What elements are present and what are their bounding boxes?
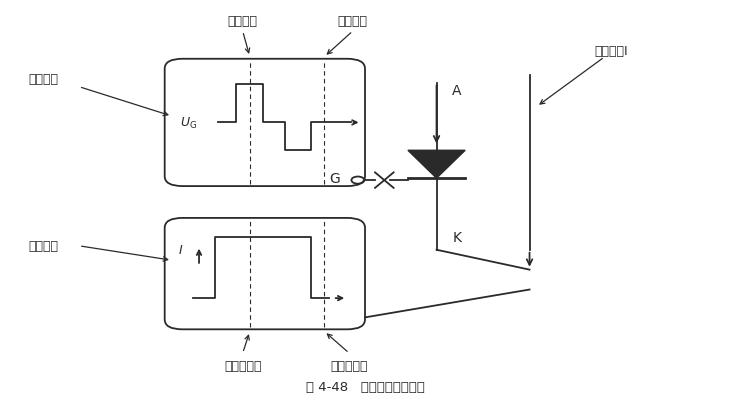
Text: G: G xyxy=(329,172,340,185)
Text: 图 4-48   可关断晶闸管原理: 图 4-48 可关断晶闸管原理 xyxy=(306,380,424,393)
Text: $I$: $I$ xyxy=(177,243,183,256)
Text: 导通电流: 导通电流 xyxy=(28,240,58,253)
Text: 导通电流I: 导通电流I xyxy=(594,45,628,58)
Text: K: K xyxy=(453,230,461,244)
Text: 关断脉冲: 关断脉冲 xyxy=(338,15,368,28)
Text: 晶闸管导通: 晶闸管导通 xyxy=(224,359,261,372)
Polygon shape xyxy=(408,151,465,179)
Text: 晶闸管关断: 晶闸管关断 xyxy=(331,359,368,372)
Text: A: A xyxy=(453,83,462,97)
Text: $U_\mathrm{G}$: $U_\mathrm{G}$ xyxy=(180,115,198,131)
Text: 控制电压: 控制电压 xyxy=(28,73,58,86)
Text: 导通脉冲: 导通脉冲 xyxy=(228,15,258,28)
